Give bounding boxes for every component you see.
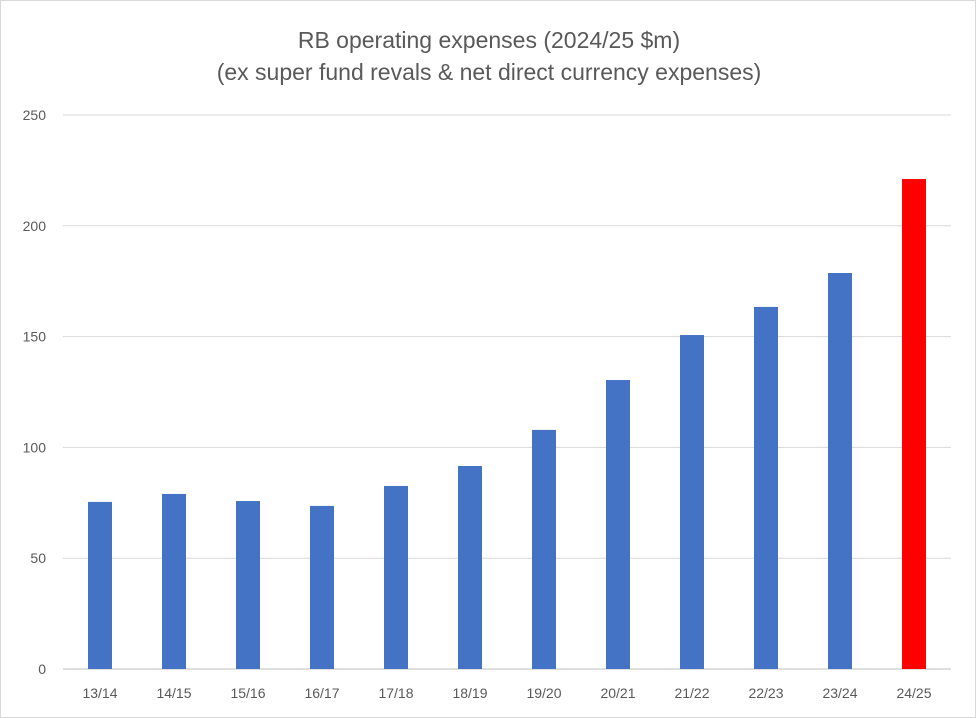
- bar-13-14: [88, 501, 112, 669]
- bar-23-24: [828, 273, 852, 669]
- bar-19-20: [532, 429, 556, 669]
- y-tick-label: 0: [38, 661, 46, 677]
- bar-17-18: [384, 485, 408, 669]
- x-tick-label: 15/16: [230, 685, 265, 701]
- bar-24-25: [902, 179, 926, 669]
- bar-22-23: [754, 306, 778, 669]
- y-tick-label: 50: [30, 550, 46, 566]
- x-tick-label: 16/17: [304, 685, 339, 701]
- x-tick-label: 13/14: [82, 685, 117, 701]
- chart-title: RB operating expenses (2024/25 $m): [297, 27, 681, 53]
- bar-20-21: [606, 380, 630, 669]
- x-tick-label: 14/15: [156, 685, 191, 701]
- bar-18-19: [458, 466, 482, 669]
- bar-21-22: [680, 335, 704, 669]
- bar-16-17: [310, 505, 334, 669]
- x-tick-label: 17/18: [378, 685, 413, 701]
- bar-15-16: [236, 501, 260, 669]
- y-tick-label: 200: [23, 218, 47, 234]
- y-tick-label: 100: [23, 439, 47, 455]
- x-tick-label: 23/24: [822, 685, 857, 701]
- chart-subtitle: (ex super fund revals & net direct curre…: [216, 59, 762, 85]
- x-tick-label: 24/25: [896, 685, 931, 701]
- x-tick-label: 22/23: [748, 685, 783, 701]
- bar-14-15: [162, 493, 186, 669]
- x-tick-label: 20/21: [600, 685, 635, 701]
- y-tick-label: 250: [23, 107, 47, 123]
- y-tick-label: 150: [23, 329, 47, 345]
- x-tick-label: 19/20: [526, 685, 561, 701]
- x-tick-label: 18/19: [452, 685, 487, 701]
- x-tick-label: 21/22: [674, 685, 709, 701]
